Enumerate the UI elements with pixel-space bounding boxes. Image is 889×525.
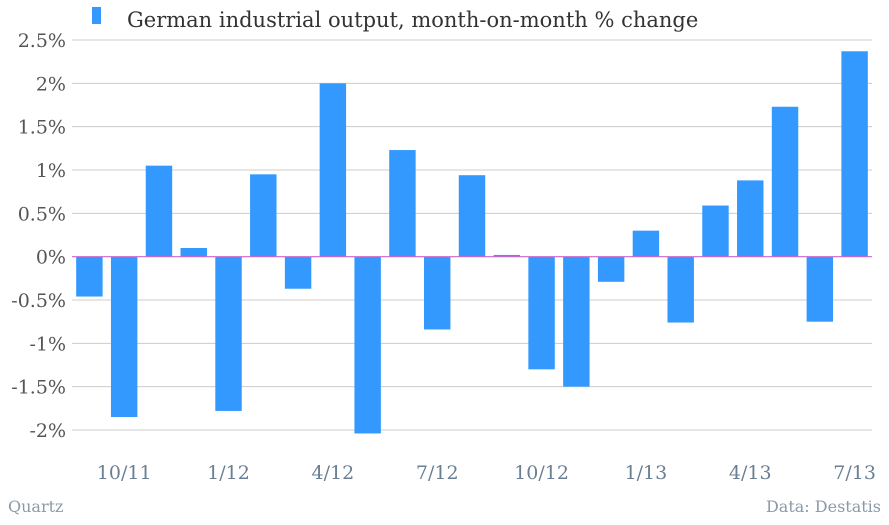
bar: [284, 256, 312, 289]
bar: [702, 205, 729, 257]
bar: [806, 256, 834, 322]
x-tick-label: 1/12: [207, 462, 250, 484]
bar: [597, 256, 625, 282]
bar: [76, 256, 103, 297]
y-tick-label: -0.5%: [11, 290, 66, 312]
y-tick-label: 0.5%: [18, 203, 66, 225]
x-tick-label: 7/13: [833, 462, 876, 484]
bar: [528, 256, 555, 370]
bar: [389, 150, 416, 257]
bar: [215, 256, 242, 411]
bar: [424, 256, 451, 330]
bar: [458, 175, 486, 257]
x-tick-label: 4/12: [312, 462, 355, 484]
x-tick-label: 7/12: [416, 462, 459, 484]
footer-source-left: Quartz: [8, 497, 63, 516]
bar: [319, 83, 347, 257]
y-tick-label: 1%: [36, 160, 66, 182]
y-tick-label: -2%: [29, 420, 66, 442]
bars: [76, 51, 868, 434]
y-tick-label: 1.5%: [18, 117, 66, 139]
y-tick-label: 2%: [36, 73, 66, 95]
bar: [250, 174, 277, 257]
bar: [771, 106, 799, 257]
bar: [632, 230, 660, 257]
bar: [563, 256, 590, 387]
x-tick-label: 4/13: [729, 462, 772, 484]
footer-source-right: Data: Destatis: [766, 497, 881, 516]
bar: [354, 256, 381, 434]
bar: [667, 256, 694, 323]
x-tick-label: 1/13: [625, 462, 668, 484]
bar: [737, 180, 764, 257]
legend-label: German industrial output, month-on-month…: [127, 8, 698, 32]
y-tick-label: 0%: [36, 247, 66, 269]
y-tick-label: -1%: [29, 333, 66, 355]
y-axis-tick-labels: 2.5% 2% 1.5% 1% 0.5% 0% -0.5% -1% -1.5% -2%: [11, 30, 66, 442]
legend-swatch: [92, 7, 101, 24]
legend: German industrial output, month-on-month…: [92, 7, 698, 32]
bar: [145, 165, 173, 257]
y-tick-label: 2.5%: [18, 30, 66, 52]
x-axis-tick-labels: 10/11 1/12 4/12 7/12 10/12 1/13 4/13 7/13: [97, 462, 876, 484]
bar: [180, 248, 207, 257]
bar: [110, 256, 138, 417]
bar: [841, 51, 868, 257]
x-tick-label: 10/11: [97, 462, 152, 484]
bar: [493, 254, 520, 257]
y-tick-label: -1.5%: [11, 377, 66, 399]
x-tick-label: 10/12: [514, 462, 569, 484]
